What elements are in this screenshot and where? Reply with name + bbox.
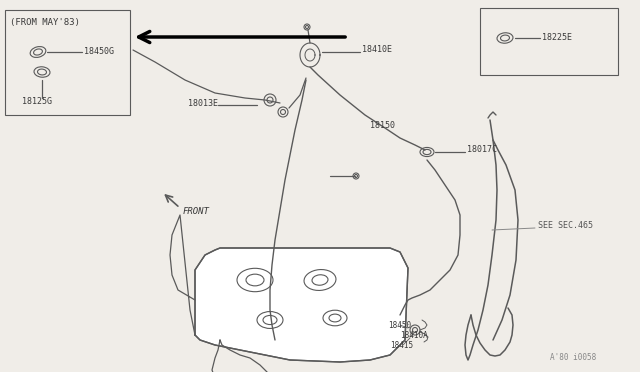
Text: (FROM MAY'83): (FROM MAY'83) xyxy=(10,17,80,26)
Polygon shape xyxy=(195,248,408,362)
Text: 18150: 18150 xyxy=(370,121,395,129)
Text: 18450: 18450 xyxy=(388,321,411,330)
Text: 18017C: 18017C xyxy=(467,145,497,154)
Text: 18410E: 18410E xyxy=(362,45,392,55)
Bar xyxy=(5,10,130,115)
Text: 18415: 18415 xyxy=(390,340,413,350)
Text: SEE SEC.465: SEE SEC.465 xyxy=(538,221,593,231)
Text: 18410A: 18410A xyxy=(400,330,428,340)
Text: A'80 i0058: A'80 i0058 xyxy=(550,353,596,362)
Text: 18450G: 18450G xyxy=(84,48,114,57)
Bar xyxy=(480,8,618,75)
Text: 18225E: 18225E xyxy=(542,33,572,42)
Text: FRONT: FRONT xyxy=(183,208,210,217)
Text: 18013E: 18013E xyxy=(188,99,218,108)
Text: 18125G: 18125G xyxy=(22,97,52,106)
